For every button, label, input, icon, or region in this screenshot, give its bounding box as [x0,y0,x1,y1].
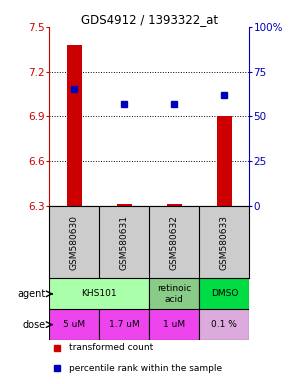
Text: transformed count: transformed count [69,343,154,353]
Bar [149,309,200,340]
Bar [67,45,82,206]
Text: 5 uM: 5 uM [63,320,85,329]
Text: 0.1 %: 0.1 % [211,320,237,329]
Text: GSM580632: GSM580632 [170,215,179,270]
Text: retinoic
acid: retinoic acid [157,284,191,304]
Text: GSM580630: GSM580630 [70,215,79,270]
Text: GSM580631: GSM580631 [120,215,129,270]
Text: GSM580633: GSM580633 [220,215,229,270]
Bar [200,278,249,309]
Bar [49,278,149,309]
Bar [200,309,249,340]
Text: dose: dose [22,319,45,329]
Bar [167,204,182,206]
Bar [99,309,149,340]
Bar [117,204,132,206]
Text: KHS101: KHS101 [81,290,117,298]
Bar [217,116,232,206]
Text: DMSO: DMSO [211,290,238,298]
Text: agent: agent [17,289,45,299]
Text: 1.7 uM: 1.7 uM [109,320,140,329]
Bar [149,278,200,309]
Text: percentile rank within the sample: percentile rank within the sample [69,364,222,373]
Title: GDS4912 / 1393322_at: GDS4912 / 1393322_at [81,13,218,26]
Bar [49,309,99,340]
Text: 1 uM: 1 uM [163,320,185,329]
